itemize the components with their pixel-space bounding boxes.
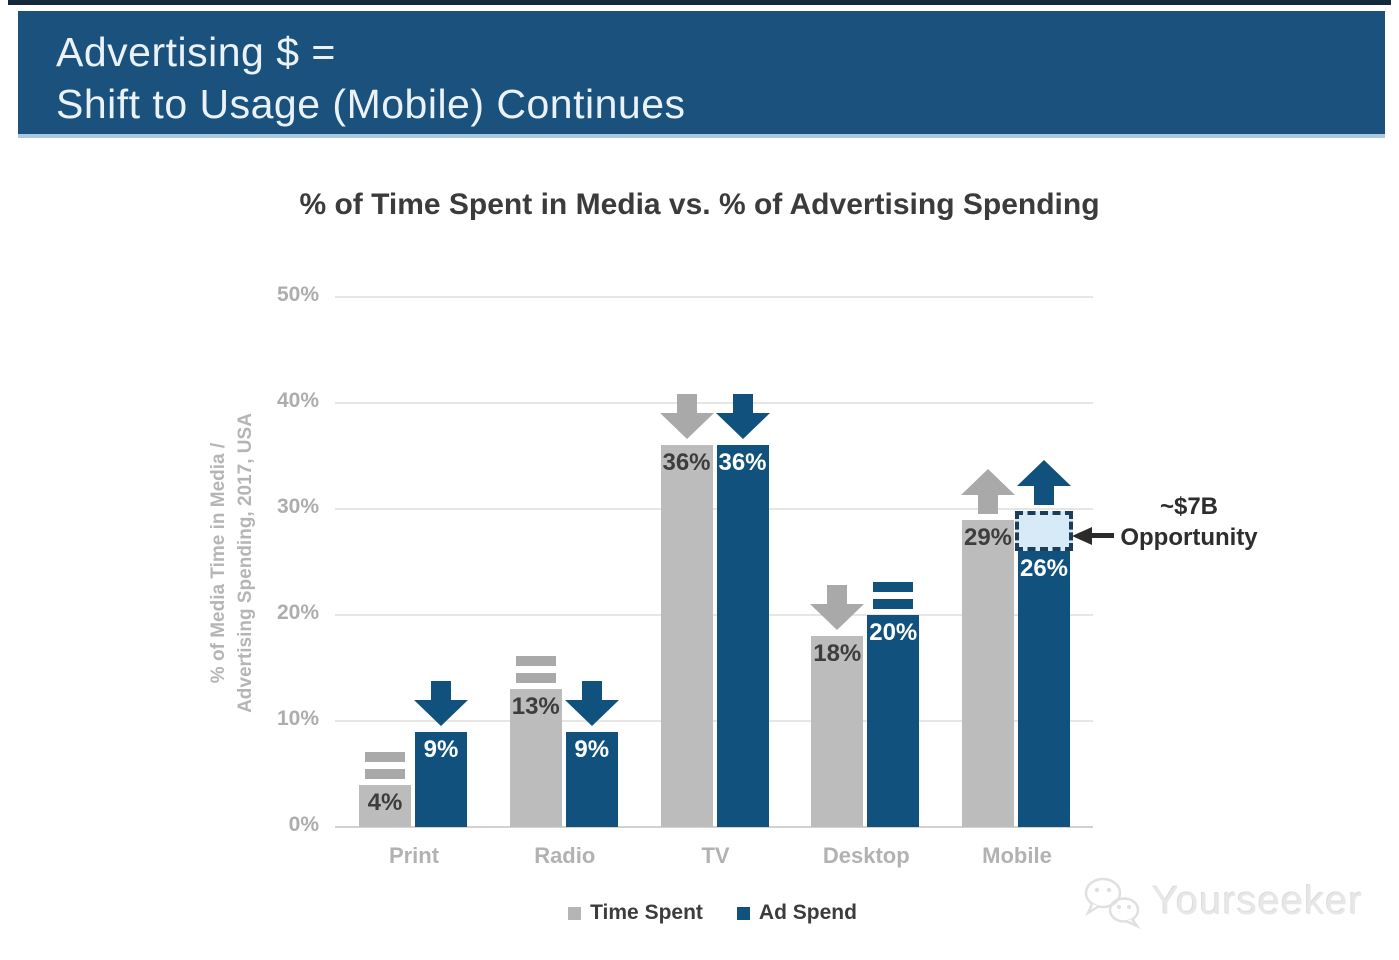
x-axis-label-tv: TV bbox=[701, 843, 730, 868]
bar-value-label: 13% bbox=[511, 693, 560, 721]
opportunity-annotation-value: ~$7B bbox=[1159, 493, 1219, 520]
time-spent-bar-desktop: 18% bbox=[811, 636, 864, 827]
slide-title-line2: Shift to Usage (Mobile) Continues bbox=[56, 81, 686, 127]
ad-spend-bar-radio: 9% bbox=[565, 731, 618, 827]
time-spent-bar-print: 4% bbox=[359, 784, 411, 827]
slide-top-border bbox=[8, 0, 1391, 5]
trend-up-icon bbox=[961, 468, 1015, 514]
plot-area: 0% 10% 20% 30% 40% 50% 4% 9% Print 13% 9% Radio 36% 3… bbox=[277, 283, 1093, 868]
y-tick-label: 30% bbox=[276, 495, 319, 518]
bar-value-label: 29% bbox=[963, 523, 1013, 551]
y-tick-label: 0% bbox=[288, 813, 319, 836]
legend-item-time-spent: Time Spent bbox=[568, 901, 703, 925]
ad-spend-bar-desktop: 20% bbox=[867, 615, 920, 827]
ad-spend-bar-tv: 36% bbox=[716, 445, 769, 827]
y-axis-title-line2: Advertising Spending, 2017, USA bbox=[235, 413, 256, 713]
opportunity-gap-box bbox=[1015, 511, 1073, 551]
y-tick-label: 50% bbox=[276, 283, 319, 306]
bar-group-tv: 36% 36% TV bbox=[659, 297, 771, 868]
x-axis-label-mobile: Mobile bbox=[982, 843, 1052, 868]
watermark: Yourseeker bbox=[1082, 872, 1363, 930]
slide-header-banner: Advertising $ = Shift to Usage (Mobile) … bbox=[18, 11, 1385, 138]
bar-value-label: 36% bbox=[662, 449, 711, 477]
trend-down-icon bbox=[810, 585, 865, 631]
slide-title-line1: Advertising $ = bbox=[56, 29, 336, 75]
trend-down-icon bbox=[659, 394, 714, 440]
trend-flat-icon bbox=[509, 656, 563, 684]
x-axis-label-print: Print bbox=[388, 843, 440, 868]
trend-down-icon bbox=[414, 680, 468, 726]
gridline bbox=[335, 826, 1093, 828]
gridline bbox=[335, 508, 1093, 510]
trend-flat-icon bbox=[358, 751, 412, 779]
trend-down-icon bbox=[715, 394, 770, 440]
bar-group-mobile: 29% 26% Mobile bbox=[961, 297, 1073, 868]
bar-value-label: 9% bbox=[423, 735, 459, 763]
trend-up-icon bbox=[1017, 460, 1071, 505]
gridline bbox=[335, 402, 1093, 404]
y-axis-title-line1: % of Media Time in Media / bbox=[208, 442, 229, 684]
legend-label-time-spent: Time Spent bbox=[590, 901, 703, 924]
bar-value-label: 20% bbox=[869, 619, 918, 646]
gridline bbox=[335, 720, 1093, 722]
y-tick-label: 40% bbox=[276, 389, 319, 412]
ad-spend-bar-mobile: 26% bbox=[1018, 551, 1070, 827]
gridline bbox=[335, 296, 1093, 298]
watermark-text: Yourseeker bbox=[1152, 878, 1363, 923]
time-spent-swatch-icon bbox=[568, 906, 582, 920]
legend-item-ad-spend: Ad Spend bbox=[736, 901, 857, 925]
time-spent-bar-tv: 36% bbox=[660, 445, 713, 827]
trend-down-icon bbox=[564, 680, 619, 726]
legend-label-ad-spend: Ad Spend bbox=[758, 901, 857, 924]
trend-flat-icon bbox=[866, 582, 920, 609]
gridline bbox=[335, 614, 1093, 616]
annotation-arrow-icon bbox=[1072, 527, 1092, 545]
bar-group-radio: 13% 9% Radio bbox=[509, 297, 620, 868]
ad-spend-swatch-icon bbox=[736, 906, 750, 920]
bar-value-label: 18% bbox=[813, 640, 862, 668]
chat-bubbles-icon bbox=[1084, 877, 1141, 930]
chart-title: % of Time Spent in Media vs. % of Advert… bbox=[299, 188, 1100, 221]
bar-value-label: 36% bbox=[718, 449, 767, 477]
annotation-arrow-line bbox=[1090, 533, 1114, 538]
bar-value-label: 26% bbox=[1019, 555, 1069, 583]
bar-group-print: 4% 9% Print bbox=[358, 297, 469, 868]
opportunity-annotation: ~$7B Opportunity bbox=[1116, 491, 1262, 553]
y-tick-label: 20% bbox=[276, 601, 319, 624]
time-spent-bar-radio: 13% bbox=[509, 689, 562, 827]
bar-value-label: 4% bbox=[367, 788, 403, 816]
time-spent-bar-mobile: 29% bbox=[962, 519, 1014, 827]
opportunity-annotation-label: Opportunity bbox=[1120, 524, 1258, 551]
y-axis-title: % of Media Time in Media / Advertising S… bbox=[205, 413, 259, 713]
slide-title: Advertising $ = Shift to Usage (Mobile) … bbox=[18, 11, 1385, 130]
bar-value-label: 9% bbox=[574, 735, 610, 763]
bar-group-desktop: 18% 20% Desktop bbox=[810, 297, 921, 868]
x-axis-label-radio: Radio bbox=[534, 843, 596, 868]
y-tick-label: 10% bbox=[276, 707, 319, 730]
chart-legend: Time Spent Ad Spend bbox=[332, 901, 1093, 925]
ad-spend-bar-print: 9% bbox=[415, 731, 467, 827]
x-axis-label-desktop: Desktop bbox=[822, 843, 910, 868]
